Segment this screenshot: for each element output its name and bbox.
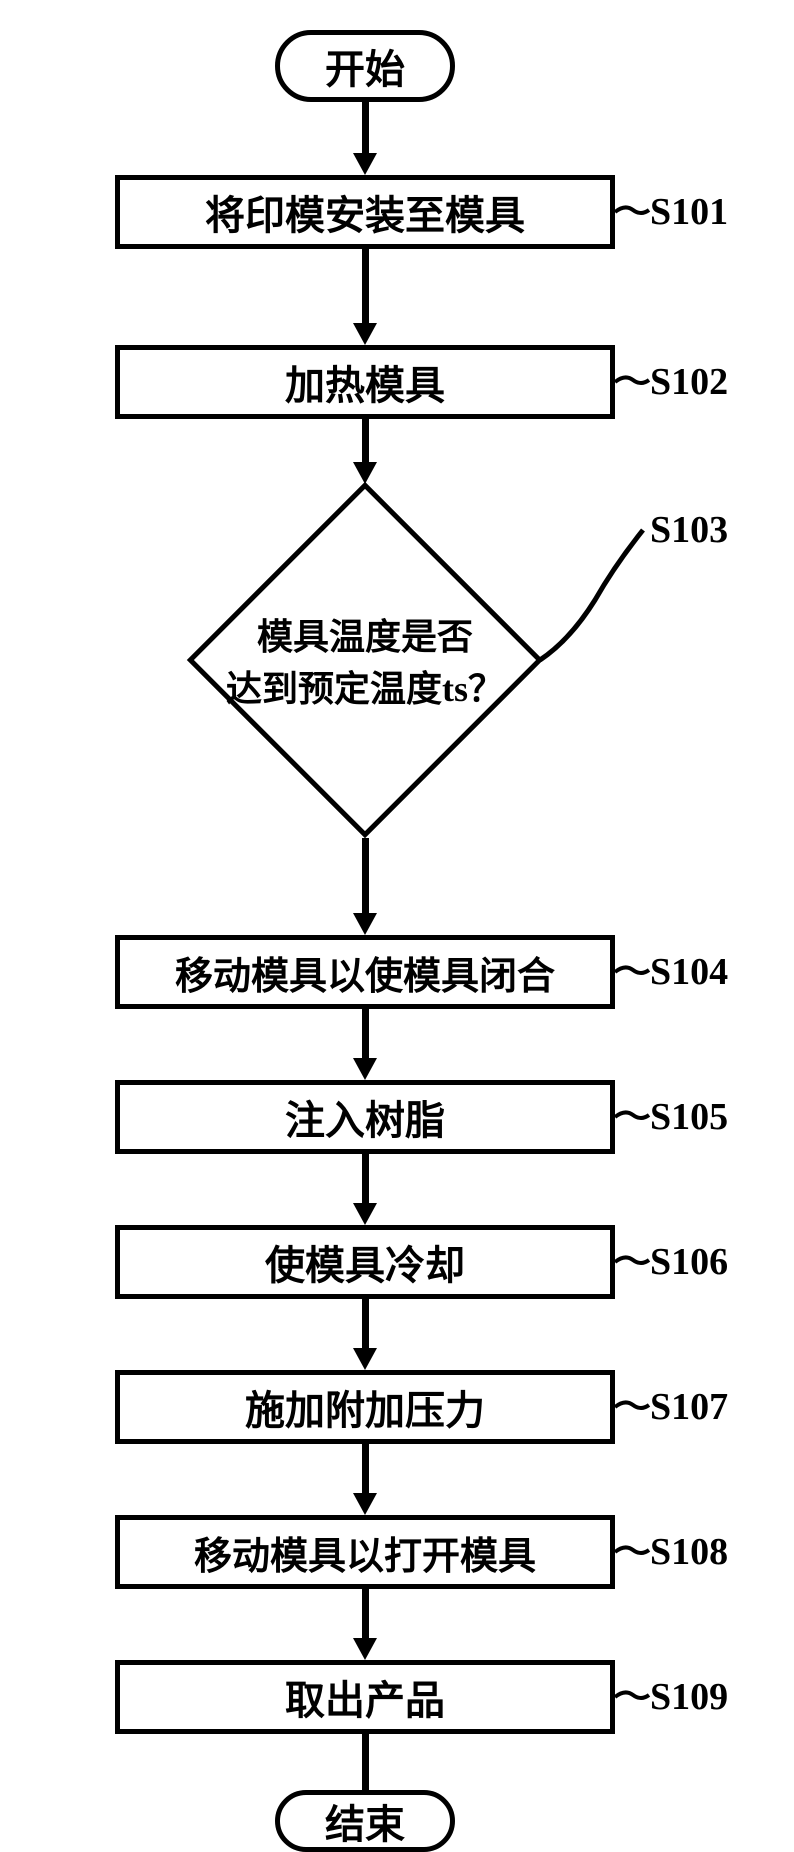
step-s106-text: 使模具冷却	[265, 1233, 465, 1291]
start-terminal: 开始	[275, 30, 455, 102]
label-s101: S101	[650, 190, 728, 234]
label-s107-text: S107	[650, 1386, 728, 1428]
step-s101-text: 将印模安装至模具	[205, 183, 525, 241]
step-s101: 将印模安装至模具	[115, 175, 615, 249]
arrow-head-icon	[353, 1348, 377, 1370]
arrow-head-icon	[353, 462, 377, 484]
label-s105-text: S105	[650, 1096, 728, 1138]
arrow-line	[362, 1734, 369, 1790]
arrow-line	[362, 419, 369, 464]
arrow-head-icon	[353, 913, 377, 935]
step-s107: 施加附加压力	[115, 1370, 615, 1444]
decision-line2: 达到预定温度ts？	[226, 660, 504, 712]
arrow-head-icon	[353, 1203, 377, 1225]
step-s108-text: 移动模具以打开模具	[194, 1525, 536, 1580]
arrow-head-icon	[353, 323, 377, 345]
step-s109: 取出产品	[115, 1660, 615, 1734]
step-s104: 移动模具以使模具闭合	[115, 935, 615, 1009]
label-s108-text: S108	[650, 1531, 728, 1573]
step-s105: 注入树脂	[115, 1080, 615, 1154]
label-s109-text: S109	[650, 1676, 728, 1718]
step-s102: 加热模具	[115, 345, 615, 419]
step-s107-text: 施加附加压力	[245, 1378, 485, 1436]
step-s109-text: 取出产品	[285, 1668, 445, 1726]
decision-line1: 模具温度是否	[226, 608, 504, 660]
arrow-line	[362, 1299, 369, 1350]
arrow-line	[362, 249, 369, 325]
end-terminal: 结束	[275, 1790, 455, 1852]
decision-s103: 模具温度是否 达到预定温度ts？	[239, 534, 491, 786]
label-s106: S106	[650, 1240, 728, 1284]
arrow-line	[362, 1444, 369, 1495]
decision-text: 模具温度是否 达到预定温度ts？	[226, 608, 504, 712]
label-s105: S105	[650, 1095, 728, 1139]
arrow-head-icon	[353, 1058, 377, 1080]
arrow-line	[362, 102, 369, 155]
step-s104-text: 移动模具以使模具闭合	[175, 945, 555, 1000]
arrow-head-icon	[353, 153, 377, 175]
label-s104-text: S104	[650, 951, 728, 993]
label-s103-text: S103	[650, 509, 728, 551]
arrow-head-icon	[353, 1638, 377, 1660]
label-s103: S103	[650, 508, 728, 552]
label-s101-text: S101	[650, 191, 728, 233]
end-text: 结束	[325, 1792, 405, 1850]
label-s104: S104	[650, 950, 728, 994]
arrow-line	[362, 1154, 369, 1205]
step-s105-text: 注入树脂	[285, 1088, 445, 1146]
label-s102-text: S102	[650, 361, 728, 403]
label-s107: S107	[650, 1385, 728, 1429]
start-text: 开始	[325, 37, 405, 95]
label-s106-text: S106	[650, 1241, 728, 1283]
flowchart-canvas: 开始 结束 将印模安装至模具 加热模具 移动模具以使模具闭合 注入树脂 使模具冷…	[0, 0, 794, 1852]
arrow-line	[362, 1009, 369, 1060]
label-s102: S102	[650, 360, 728, 404]
step-s106: 使模具冷却	[115, 1225, 615, 1299]
arrow-head-icon	[353, 1493, 377, 1515]
label-s109: S109	[650, 1675, 728, 1719]
arrow-line	[362, 838, 369, 915]
arrow-line	[362, 1589, 369, 1640]
step-s108: 移动模具以打开模具	[115, 1515, 615, 1589]
step-s102-text: 加热模具	[285, 353, 445, 411]
label-s108: S108	[650, 1530, 728, 1574]
